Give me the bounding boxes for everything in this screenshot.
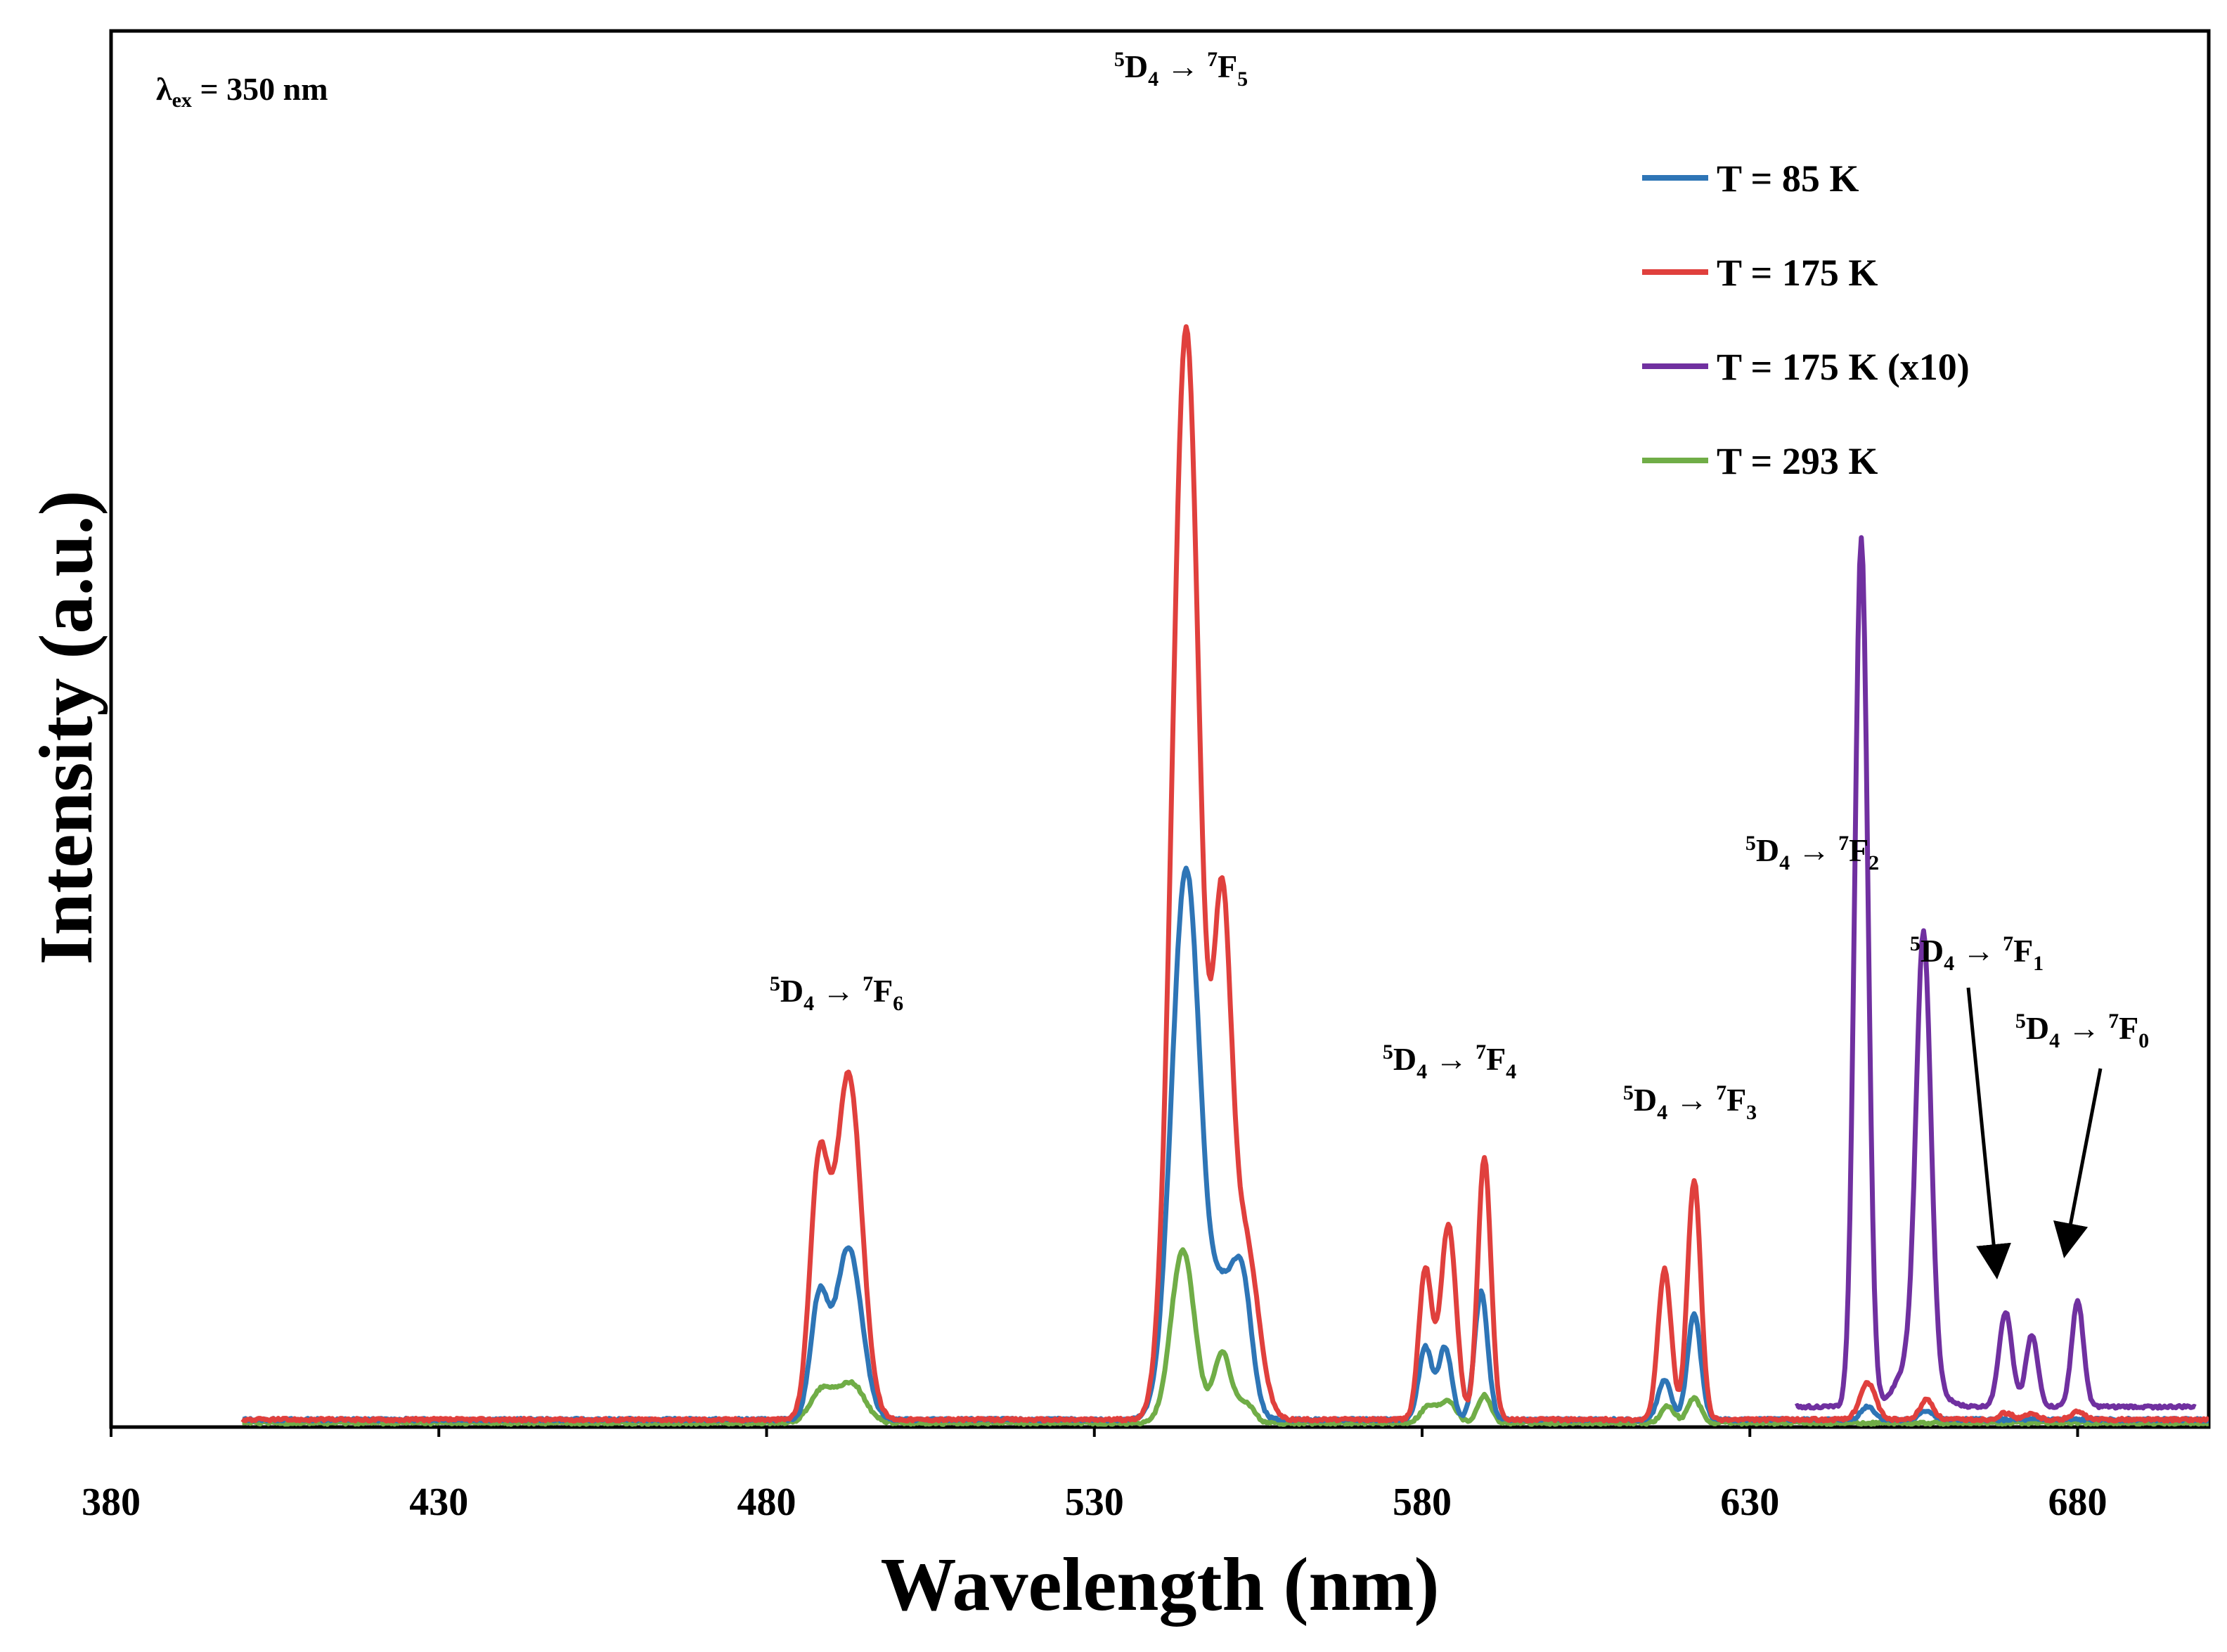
x-ticks: 380 430 480 530 580 630 680 — [82, 1427, 2107, 1524]
y-axis-title: Intensity (a.u.) — [25, 490, 108, 964]
transition-label: 5D4 → 7F5 — [1114, 48, 1248, 91]
legend-label: T = 175 K — [1717, 252, 1878, 294]
transition-label: 5D4 → 7F4 — [1383, 1040, 1516, 1083]
x-axis-title: Wavelength (nm) — [881, 1543, 1440, 1627]
transition-label: 5D4 → 7F2 — [1745, 832, 1879, 875]
transition-label: 5D4 → 7F3 — [1623, 1081, 1757, 1124]
series-line-1 — [240, 324, 2209, 1424]
transition-label: 5D4 → 7F6 — [770, 972, 903, 1015]
series-layer — [240, 324, 2209, 1427]
x-tick-label: 530 — [1065, 1480, 1124, 1524]
arrow-7f1 — [1966, 987, 2011, 1279]
transition-label: 5D4 → 7F0 — [2015, 1009, 2149, 1052]
x-tick-label: 680 — [2048, 1480, 2107, 1524]
series-line-2 — [1794, 535, 2197, 1411]
transition-label: 5D4 → 7F1 — [1910, 932, 2044, 975]
legend-label: T = 85 K — [1717, 157, 1859, 200]
x-tick-label: 630 — [1720, 1480, 1779, 1524]
x-tick-label: 480 — [737, 1480, 796, 1524]
x-tick-label: 430 — [409, 1480, 468, 1524]
legend: T = 85 K T = 175 K T = 175 K (x10) T = 293 … — [1642, 157, 1970, 482]
legend-label: T = 293 K — [1717, 440, 1878, 482]
x-tick-label: 380 — [82, 1480, 141, 1524]
arrow-7f0 — [2053, 1068, 2103, 1258]
x-tick-label: 580 — [1393, 1480, 1452, 1524]
transition-labels: 5D4 → 7F6 5D4 → 7F5 5D4 → 7F4 5D4 → 7F3 5D4 … — [770, 48, 2149, 1124]
legend-label: T = 175 K (x10) — [1717, 346, 1970, 388]
excitation-note: λex = 350 nm — [156, 71, 328, 112]
